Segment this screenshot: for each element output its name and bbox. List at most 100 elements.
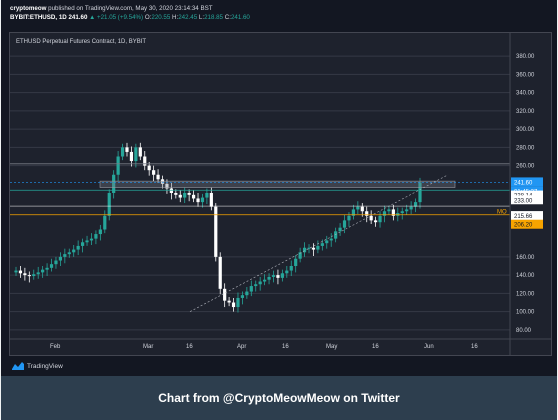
candle-body (329, 238, 333, 241)
candle-body (236, 297, 240, 308)
candle-body (351, 209, 356, 216)
chart-panel[interactable]: ETHUSD Perpetual Futures Contract, 1D, B… (9, 32, 552, 356)
author-name[interactable]: cryptomeow (10, 5, 47, 12)
candle-body (258, 281, 262, 285)
ohlc-high-label: H: (172, 14, 179, 21)
mo-label: MO (497, 210, 507, 216)
candle-body (360, 206, 364, 212)
candle-body (205, 193, 209, 198)
price-tag: 233.00 (514, 198, 533, 204)
candle-body (63, 254, 67, 257)
candle-body (231, 302, 236, 308)
candle-body (107, 193, 111, 216)
candle-body (147, 165, 151, 171)
candle-body (76, 245, 80, 250)
y-tick-label: 380.00 (516, 54, 535, 60)
candle-body (369, 215, 373, 221)
candle-body (245, 291, 249, 296)
candle-body (200, 197, 205, 203)
grid-lines (10, 55, 510, 331)
candles (14, 142, 422, 313)
candle-body (112, 174, 116, 193)
y-tick-label: 100.00 (516, 310, 535, 316)
candle-body (294, 258, 298, 266)
candle-body (400, 211, 404, 214)
horizontal-levels: MO (10, 163, 510, 312)
candle-body (267, 276, 271, 280)
y-tick-label: 140.00 (516, 273, 535, 279)
candle-body (116, 156, 120, 175)
chart-frame: cryptomeow published on TradingView.com,… (1, 0, 557, 376)
tradingview-logo[interactable]: TradingView (12, 362, 63, 370)
x-tick-label: 16 (282, 344, 289, 350)
trend-line (189, 174, 449, 312)
candle-body (120, 147, 125, 157)
candle-body (45, 267, 49, 270)
price-tag-bg (511, 211, 543, 221)
candle-body (307, 247, 311, 249)
candle-body (103, 215, 107, 230)
y-tick-label: 160.00 (516, 255, 535, 261)
candle-body (58, 256, 62, 261)
ohlc-low: 218.85 (204, 14, 224, 21)
candle-body (413, 202, 418, 207)
ohlc-low-label: L: (198, 14, 205, 21)
price-tag: 215.66 (514, 214, 533, 220)
ohlc-close: 241.60 (230, 14, 250, 21)
candle-body (254, 284, 258, 287)
ohlc-close-label: C: (224, 14, 231, 21)
candle-body (125, 147, 129, 152)
price-tag-bg (511, 219, 543, 229)
price-tag-bg (511, 177, 543, 187)
candle-body (89, 238, 94, 241)
y-tick-label: 80.00 (516, 328, 532, 334)
candle-body (342, 220, 347, 228)
candle-body (302, 247, 307, 253)
symbol-line: BYBIT:ETHUSD, 1D 241.60 ▲ +21.05 (+9.54%… (10, 13, 550, 22)
candle-body (187, 193, 191, 195)
candle-body (196, 198, 200, 203)
y-tick-label: 360.00 (516, 72, 535, 78)
y-tick-label: 280.00 (516, 145, 535, 151)
candle-body (160, 179, 165, 184)
x-tick-label: Mar (143, 344, 153, 350)
y-tick-label: 320.00 (516, 109, 535, 115)
x-tick-label: Jun (424, 344, 434, 350)
candle-body (387, 209, 391, 212)
candle-body (240, 295, 245, 298)
candle-body (280, 273, 284, 278)
candle-body (311, 247, 316, 250)
candle-body (276, 275, 280, 278)
candle-body (152, 170, 156, 175)
candle-body (72, 249, 76, 253)
candle-body (138, 147, 142, 157)
candle-body (391, 209, 395, 216)
candle-body (347, 215, 351, 221)
x-tick-label: 16 (471, 344, 478, 350)
candle-body (263, 279, 267, 282)
ohlc-open-label: O: (144, 14, 152, 21)
candle-body (129, 151, 134, 162)
chart-canvas[interactable]: MO 380.00 360.00 340.00 320.00 300.00 280.00 2… (10, 33, 551, 355)
candle-body (365, 211, 369, 216)
symbol-name: BYBIT:ETHUSD, 1D (10, 14, 67, 21)
candle-body (356, 206, 360, 210)
candle-body (18, 270, 23, 274)
price-tag-bg (511, 190, 543, 200)
x-tick-label: 16 (372, 344, 379, 350)
y-tick-label: 260.00 (516, 164, 535, 170)
price-tag-bg (511, 195, 543, 205)
candle-body (67, 252, 71, 255)
candle-body (174, 193, 178, 195)
price-axis: 380.00 360.00 340.00 320.00 300.00 280.00 260.… (509, 33, 535, 355)
candle-body (36, 272, 40, 275)
candle-body (338, 227, 342, 232)
publish-header: cryptomeow published on TradingView.com,… (10, 4, 550, 26)
ohlc-open: 220.55 (151, 14, 171, 21)
tradingview-logo-icon (12, 362, 24, 370)
last-price: 241.60 (68, 14, 88, 21)
candle-body (183, 193, 187, 198)
candle-body (169, 188, 173, 193)
candle-body (156, 174, 160, 180)
